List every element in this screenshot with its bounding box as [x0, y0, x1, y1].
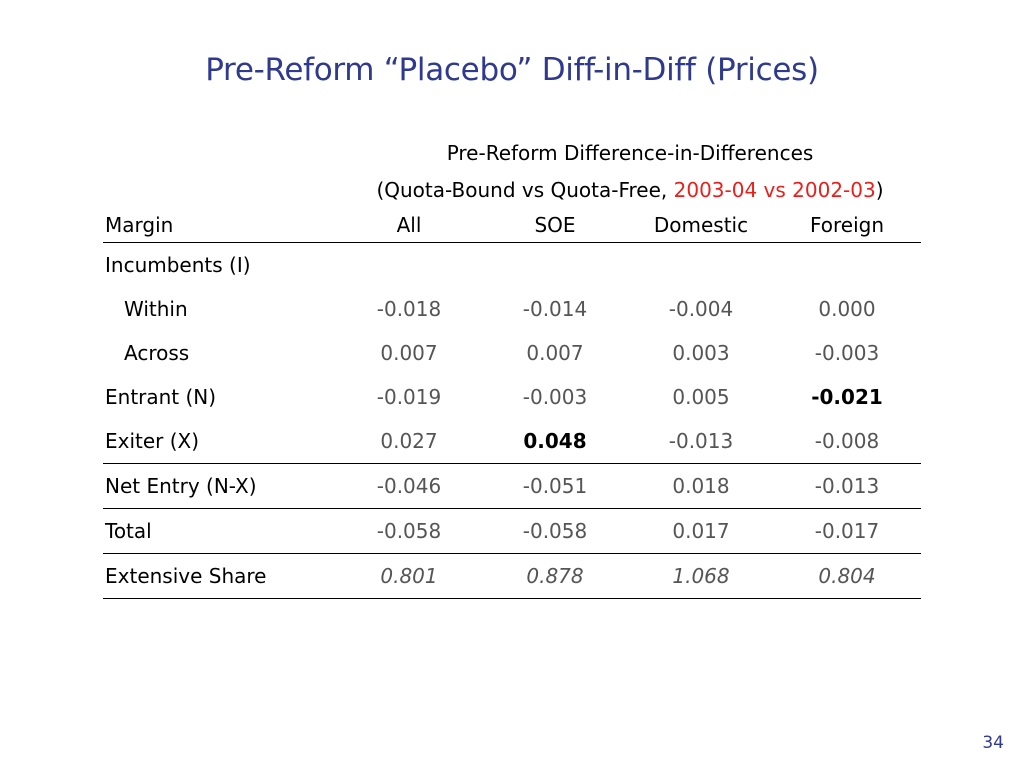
cell-foreign: -0.017: [814, 519, 880, 543]
cell-all: 0.007: [380, 341, 438, 365]
row-label: Within: [124, 297, 188, 321]
cell-soe: -0.003: [522, 385, 588, 409]
row-label: Total: [105, 519, 152, 543]
cell-domestic: 0.003: [672, 341, 730, 365]
table-row-extensive-share: Extensive Share 0.801 0.878 1.068 0.804: [103, 554, 921, 599]
table-header-line1: Pre-Reform Difference-in-Differences: [446, 141, 814, 165]
row-label: Net Entry (N-X): [105, 474, 257, 498]
column-header-row: Margin All SOE Domestic Foreign: [103, 208, 921, 243]
cell-foreign: 0.000: [818, 297, 876, 321]
table-row-entrant: Entrant (N) -0.019 -0.003 0.005 -0.021: [103, 375, 921, 419]
cell-all: -0.018: [376, 297, 442, 321]
cell-foreign: 0.804: [818, 564, 876, 588]
column-header-domestic: Domestic: [653, 213, 749, 237]
table-row-exiter: Exiter (X) 0.027 0.048 -0.013 -0.008: [103, 419, 921, 464]
column-header-soe: SOE: [534, 213, 576, 237]
row-label: Entrant (N): [105, 385, 217, 409]
cell-foreign: -0.021: [811, 385, 883, 409]
cell-domestic: 0.017: [672, 519, 730, 543]
table-row-total: Total -0.058 -0.058 0.017 -0.017: [103, 509, 921, 554]
header-line2-highlight: 2003-04 vs 2002-03: [673, 178, 876, 202]
cell-foreign: -0.013: [814, 474, 880, 498]
cell-soe: 0.048: [523, 429, 587, 453]
results-table: Margin All SOE Domestic Foreign Incumben…: [103, 208, 921, 599]
cell-all: -0.058: [376, 519, 442, 543]
cell-soe: -0.051: [522, 474, 588, 498]
header-line2-suffix: ): [875, 178, 884, 202]
table-row-within: Within -0.018 -0.014 -0.004 0.000: [103, 287, 921, 331]
cell-all: -0.046: [376, 474, 442, 498]
cell-all: 0.801: [380, 564, 438, 588]
cell-domestic: 0.005: [672, 385, 730, 409]
column-header-margin: Margin: [105, 213, 174, 237]
cell-domestic: -0.013: [668, 429, 734, 453]
page-number: 34: [982, 733, 1004, 753]
table-row-across: Across 0.007 0.007 0.003 -0.003: [103, 331, 921, 375]
cell-foreign: -0.008: [814, 429, 880, 453]
header-line2-prefix: (Quota-Bound vs Quota-Free,: [376, 178, 674, 202]
slide-title: Pre-Reform “Placebo” Diff-in-Diff (Price…: [205, 52, 819, 88]
cell-foreign: -0.003: [814, 341, 880, 365]
cell-soe: 0.878: [526, 564, 584, 588]
row-label: Across: [124, 341, 190, 365]
cell-soe: -0.058: [522, 519, 588, 543]
row-label: Exiter (X): [105, 429, 200, 453]
table-row-net-entry: Net Entry (N-X) -0.046 -0.051 0.018 -0.0…: [103, 464, 921, 509]
cell-all: 0.027: [380, 429, 438, 453]
column-header-all: All: [396, 213, 422, 237]
cell-domestic: 0.018: [672, 474, 730, 498]
cell-all: -0.019: [376, 385, 442, 409]
column-header-foreign: Foreign: [809, 213, 885, 237]
cell-domestic: -0.004: [668, 297, 734, 321]
cell-soe: -0.014: [522, 297, 588, 321]
table-header-line2: (Quota-Bound vs Quota-Free, 2003-04 vs 2…: [330, 178, 930, 202]
row-label: Extensive Share: [105, 564, 267, 588]
cell-soe: 0.007: [526, 341, 584, 365]
cell-domestic: 1.068: [672, 564, 730, 588]
row-label: Incumbents (I): [105, 253, 251, 277]
table-row-incumbents: Incumbents (I): [103, 243, 921, 287]
